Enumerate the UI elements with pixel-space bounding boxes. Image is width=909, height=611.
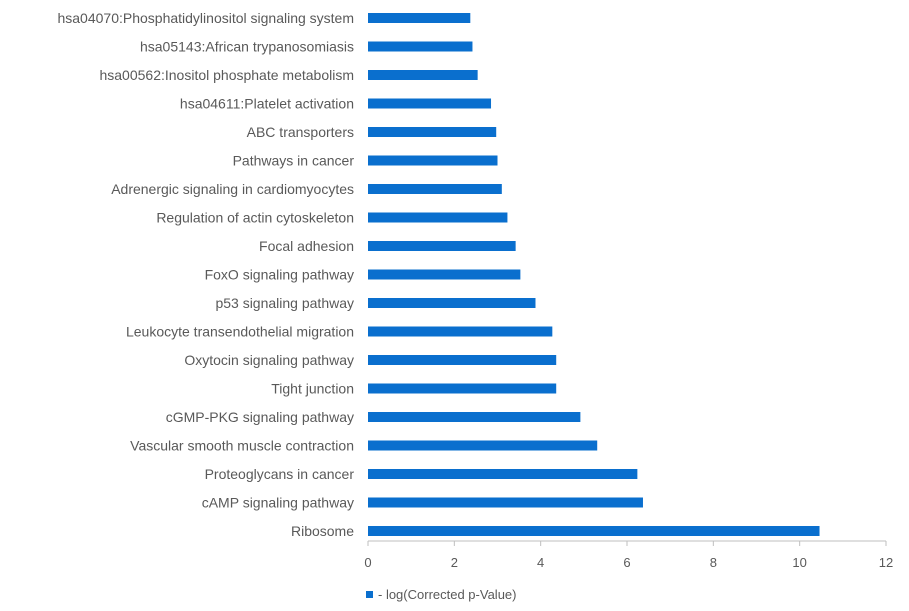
x-tick-label: 8 xyxy=(710,555,717,570)
bar xyxy=(368,241,516,251)
category-label: Tight junction xyxy=(271,381,354,397)
category-label: hsa04611:Platelet activation xyxy=(180,96,354,112)
category-label: cAMP signaling pathway xyxy=(202,495,354,511)
category-label: Proteoglycans in cancer xyxy=(205,466,355,482)
bars xyxy=(368,13,820,536)
category-label: cGMP-PKG signaling pathway xyxy=(166,409,354,425)
bar xyxy=(368,355,557,365)
bar xyxy=(368,13,471,23)
category-label: Pathways in cancer xyxy=(233,153,355,169)
bar xyxy=(368,326,553,337)
category-label: Vascular smooth muscle contraction xyxy=(130,438,354,454)
legend: - log(Corrected p-Value) xyxy=(366,587,516,602)
category-label: p53 signaling pathway xyxy=(215,295,354,311)
category-label: hsa05143:African trypanosomiasis xyxy=(140,39,354,55)
bar xyxy=(368,469,638,479)
bar xyxy=(368,155,498,166)
legend-swatch xyxy=(366,591,373,598)
bar xyxy=(368,184,502,194)
x-axis-ticks: 0 2 4 6 8 10 12 xyxy=(364,541,893,570)
x-tick-label: 4 xyxy=(537,555,544,570)
bar xyxy=(368,383,557,394)
category-label: Oxytocin signaling pathway xyxy=(184,352,354,368)
bar xyxy=(368,212,508,223)
bar xyxy=(368,526,820,536)
category-label: Ribosome xyxy=(291,523,354,539)
bar xyxy=(368,440,598,451)
x-tick-label: 0 xyxy=(364,555,371,570)
bar xyxy=(368,41,473,52)
bar xyxy=(368,70,478,80)
category-label: FoxO signaling pathway xyxy=(205,267,354,283)
category-label: hsa00562:Inositol phosphate metabolism xyxy=(99,67,354,83)
legend-label: - log(Corrected p-Value) xyxy=(378,587,516,602)
x-tick-label: 6 xyxy=(623,555,630,570)
x-tick-label: 10 xyxy=(792,555,806,570)
bar xyxy=(368,269,521,280)
category-label: Adrenergic signaling in cardiomyocytes xyxy=(111,181,354,197)
category-label: Focal adhesion xyxy=(259,238,354,254)
category-label: hsa04070:Phosphatidylinositol signaling … xyxy=(57,10,354,26)
bar xyxy=(368,127,497,137)
bar xyxy=(368,412,581,422)
bar xyxy=(368,98,492,109)
bar xyxy=(368,497,643,508)
x-tick-label: 12 xyxy=(879,555,893,570)
category-labels: hsa04070:Phosphatidylinositol signaling … xyxy=(57,10,354,539)
category-label: Regulation of actin cytoskeleton xyxy=(156,210,354,226)
category-label: Leukocyte transendothelial migration xyxy=(126,324,354,340)
category-label: ABC transporters xyxy=(247,124,354,140)
x-tick-label: 2 xyxy=(451,555,458,570)
bar xyxy=(368,298,536,308)
